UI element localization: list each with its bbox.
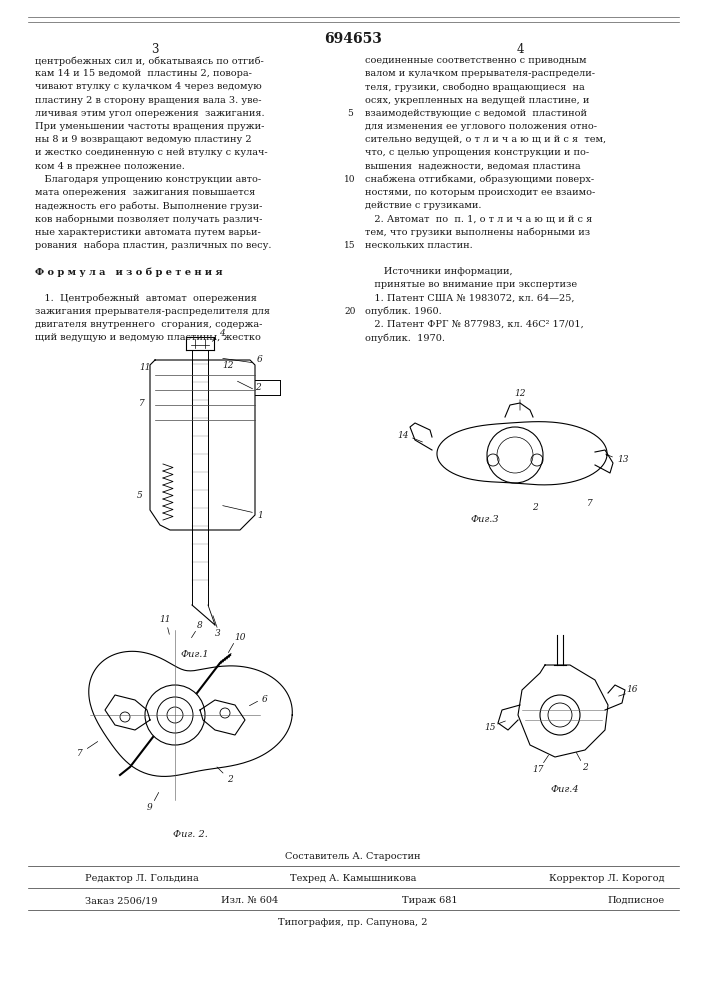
Text: 7: 7 [77, 748, 83, 758]
Text: Заказ 2506/19: Заказ 2506/19 [85, 896, 158, 905]
Text: принятые во внимание при экспертизе: принятые во внимание при экспертизе [365, 280, 577, 289]
Text: и жестко соединенную с ней втулку с кулач-: и жестко соединенную с ней втулку с кула… [35, 148, 268, 157]
Text: 16: 16 [626, 686, 638, 694]
Text: Источники информации,: Источники информации, [365, 267, 513, 276]
Text: опублик. 1960.: опублик. 1960. [365, 307, 442, 316]
Text: пластину 2 в сторону вращения вала 3. уве-: пластину 2 в сторону вращения вала 3. ув… [35, 96, 262, 105]
Text: Ф о р м у л а   и з о б р е т е н и я: Ф о р м у л а и з о б р е т е н и я [35, 267, 223, 277]
Text: опублик.  1970.: опублик. 1970. [365, 333, 445, 343]
Text: 1: 1 [257, 510, 263, 520]
Text: 10: 10 [234, 633, 246, 642]
Text: мата опережения  зажигания повышается: мата опережения зажигания повышается [35, 188, 255, 197]
Text: 12: 12 [514, 388, 526, 397]
Text: Редактор Л. Гольдина: Редактор Л. Гольдина [85, 874, 199, 883]
Text: теля, грузики, свободно вращающиеся  на: теля, грузики, свободно вращающиеся на [365, 82, 585, 92]
Text: 2: 2 [532, 502, 538, 512]
Text: осях, укрепленных на ведущей пластине, и: осях, укрепленных на ведущей пластине, и [365, 96, 590, 105]
Text: 15: 15 [484, 722, 496, 732]
Text: Техред А. Камышникова: Техред А. Камышникова [290, 874, 416, 883]
Text: 3: 3 [151, 43, 159, 56]
Text: личивая этим угол опережения  зажигания.: личивая этим угол опережения зажигания. [35, 109, 264, 118]
Text: ны 8 и 9 возвращают ведомую пластину 2: ны 8 и 9 возвращают ведомую пластину 2 [35, 135, 252, 144]
Text: 5: 5 [137, 490, 143, 499]
Text: 14: 14 [397, 430, 409, 440]
Text: 7: 7 [139, 398, 145, 408]
Text: 6: 6 [257, 356, 263, 364]
Text: тем, что грузики выполнены наборными из: тем, что грузики выполнены наборными из [365, 228, 590, 237]
Text: зажигания прерывателя-распределителя для: зажигания прерывателя-распределителя для [35, 307, 270, 316]
Text: ные характеристики автомата путем варьи-: ные характеристики автомата путем варьи- [35, 228, 261, 237]
Text: снабжена отгибками, образующими поверх-: снабжена отгибками, образующими поверх- [365, 175, 594, 184]
Text: Тираж 681: Тираж 681 [402, 896, 458, 905]
Text: ностями, по которым происходит ее взаимо-: ностями, по которым происходит ее взаимо… [365, 188, 595, 197]
Text: Корректор Л. Корогод: Корректор Л. Корогод [549, 874, 665, 883]
Text: Составитель А. Старостин: Составитель А. Старостин [285, 852, 421, 861]
Text: 4: 4 [219, 328, 225, 338]
Text: чивают втулку с кулачком 4 через ведомую: чивают втулку с кулачком 4 через ведомую [35, 82, 262, 91]
Text: вышения  надежности, ведомая пластина: вышения надежности, ведомая пластина [365, 162, 580, 171]
Text: действие с грузиками.: действие с грузиками. [365, 201, 481, 210]
Text: центробежных сил и, обкатываясь по отгиб-: центробежных сил и, обкатываясь по отгиб… [35, 56, 264, 66]
Text: взаимодействующие с ведомой  пластиной: взаимодействующие с ведомой пластиной [365, 109, 587, 118]
Text: 2: 2 [255, 382, 261, 391]
Text: 7: 7 [587, 498, 593, 508]
Text: сительно ведущей, о т л и ч а ю щ и й с я  тем,: сительно ведущей, о т л и ч а ю щ и й с … [365, 135, 606, 144]
Text: 10: 10 [344, 175, 356, 184]
Text: 2: 2 [227, 776, 233, 784]
Text: Фиг. 2.: Фиг. 2. [173, 830, 207, 839]
Text: щий ведущую и ведомую пластины, жестко: щий ведущую и ведомую пластины, жестко [35, 333, 261, 342]
Text: валом и кулачком прерывателя-распредели-: валом и кулачком прерывателя-распредели- [365, 69, 595, 78]
Text: ков наборными позволяет получать различ-: ков наборными позволяет получать различ- [35, 214, 262, 224]
Text: 9: 9 [147, 802, 153, 812]
Text: 1.  Центробежный  автомат  опережения: 1. Центробежный автомат опережения [35, 294, 257, 303]
Text: Благодаря упрощению конструкции авто-: Благодаря упрощению конструкции авто- [35, 175, 261, 184]
Text: 20: 20 [344, 307, 356, 316]
Text: 11: 11 [139, 362, 151, 371]
Text: соединенные соответственно с приводным: соединенные соответственно с приводным [365, 56, 587, 65]
Text: ком 4 в прежнее положение.: ком 4 в прежнее положение. [35, 162, 185, 171]
Text: Фиг.1: Фиг.1 [181, 650, 209, 659]
Text: Изл. № 604: Изл. № 604 [221, 896, 279, 905]
Text: 15: 15 [344, 241, 356, 250]
Text: 1. Патент США № 1983072, кл. 64—25,: 1. Патент США № 1983072, кл. 64—25, [365, 294, 575, 303]
Text: 11: 11 [159, 615, 171, 624]
Text: 4: 4 [516, 43, 524, 56]
Text: что, с целью упрощения конструкции и по-: что, с целью упрощения конструкции и по- [365, 148, 589, 157]
Text: для изменения ее углового положения отно-: для изменения ее углового положения отно… [365, 122, 597, 131]
Text: 694653: 694653 [324, 32, 382, 46]
Text: 8: 8 [197, 620, 203, 630]
Text: двигателя внутреннего  сгорания, содержа-: двигателя внутреннего сгорания, содержа- [35, 320, 262, 329]
Text: 2. Патент ФРГ № 877983, кл. 46С² 17/01,: 2. Патент ФРГ № 877983, кл. 46С² 17/01, [365, 320, 584, 329]
Text: Фиг.4: Фиг.4 [551, 785, 579, 794]
Text: 2. Автомат  по  п. 1, о т л и ч а ю щ и й с я: 2. Автомат по п. 1, о т л и ч а ю щ и й … [365, 214, 592, 223]
Text: 5: 5 [347, 109, 353, 118]
Text: 17: 17 [532, 766, 544, 774]
Text: 3: 3 [215, 629, 221, 638]
Text: нескольких пластин.: нескольких пластин. [365, 241, 473, 250]
Text: 12: 12 [222, 360, 234, 369]
Text: 2: 2 [582, 762, 588, 772]
Text: Типография, пр. Сапунова, 2: Типография, пр. Сапунова, 2 [279, 918, 428, 927]
Text: При уменьшении частоты вращения пружи-: При уменьшении частоты вращения пружи- [35, 122, 264, 131]
Text: 13: 13 [617, 456, 629, 464]
Text: 6: 6 [262, 696, 268, 704]
Text: надежность его работы. Выполнение грузи-: надежность его работы. Выполнение грузи- [35, 201, 262, 211]
Text: Подписное: Подписное [608, 896, 665, 905]
Text: рования  набора пластин, различных по весу.: рования набора пластин, различных по вес… [35, 241, 271, 250]
Text: Фиг.3: Фиг.3 [471, 515, 499, 524]
Text: кам 14 и 15 ведомой  пластины 2, повора-: кам 14 и 15 ведомой пластины 2, повора- [35, 69, 252, 78]
